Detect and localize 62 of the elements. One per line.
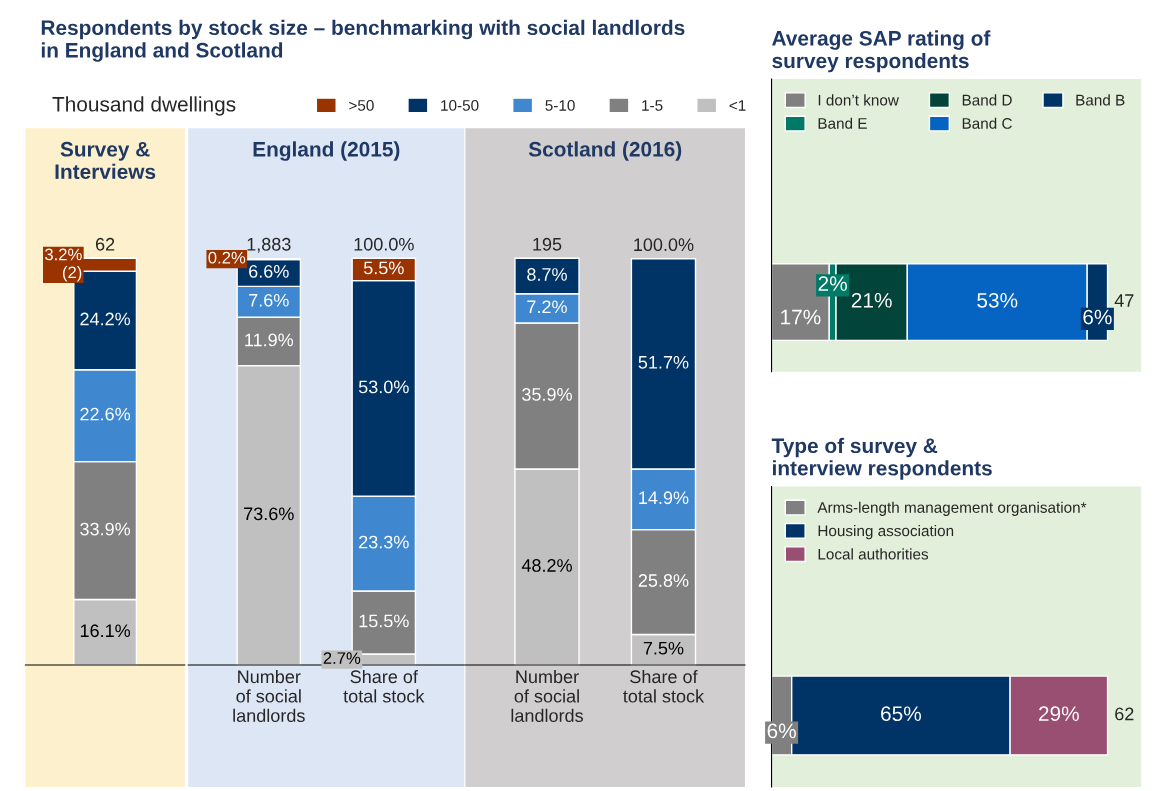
x-tick-label: Share of total stock [623,669,705,703]
data-label: 11.9% [245,333,294,347]
data-label: 23.3% [359,535,409,549]
x-tick-label: Number of social landlords [233,669,305,723]
annotation: 100.0% [634,238,694,252]
data-label: 15.5% [359,614,409,628]
data-label: 6.6% [249,265,289,278]
data-label: 5.5% [363,261,404,275]
data-label: 6% [1083,309,1112,325]
annotation: 62 [1115,707,1134,721]
data-label: 14.9% [639,491,689,505]
data-label: 29% [1039,706,1079,722]
annotation: 1,883 [247,237,291,253]
legend-label: Local authorities [818,548,929,560]
data-label: 35.9% [522,388,572,401]
legend-label: Housing association [818,525,954,540]
x-tick-label: Share of total stock [343,669,425,703]
data-label: 65% [881,706,922,722]
data-label: 73.6% [244,507,294,521]
chart-title: Average SAP rating of survey respondents [772,30,991,73]
data-label: 48.2% [521,559,572,572]
data-label: 24.2% [80,312,131,326]
chart-subtitle: Survey & Interviews [55,141,156,180]
data-label: 25.8% [638,574,689,587]
data-label: 6% [767,723,796,739]
legend-label: 1-5 [642,100,663,111]
legend-label: Band C [962,117,1012,129]
legend-label: Band E [818,117,867,129]
data-label: 2% [818,276,847,291]
text: Respondents by stock size – benchmarking with social landlords in England and Scotland [41,19,685,62]
data-label: 33.9% [80,522,131,536]
legend-label: Band B [1076,94,1125,106]
chart-title: Type of survey & interview respondents [771,437,992,480]
legend-label: 10-50 [441,100,479,111]
data-label: 0.2% [208,251,246,264]
annotation: 62 [95,237,115,251]
data-label: 17% [781,309,821,325]
annotation: 195 [533,237,562,251]
data-label: 7.5% [643,641,684,655]
data-label: 53% [977,292,1018,308]
legend-label: I don’t know [818,94,899,106]
chart-subtitle: England (2015) [253,141,400,161]
data-label: 21% [851,292,892,308]
data-label: 3.2% (2) [44,248,82,282]
annotation: 100.0% [354,237,414,251]
data-label: 2.7% [323,652,361,664]
data-label: 22.6% [80,407,131,421]
legend-label: Arms-length management organisation* [817,501,1087,516]
data-label: 8.7% [527,268,567,281]
legend-title: Thousand dwellings [52,96,236,116]
data-label: 53.0% [358,380,409,394]
data-label: 16.1% [80,624,131,638]
data-label: 7.6% [249,293,289,307]
legend-label: <1 [729,100,746,111]
x-tick-label: Number of social landlords [511,669,583,723]
legend-label: Band D [962,94,1012,106]
chart-subtitle: Scotland (2016) [528,141,682,161]
data-label: 7.2% [527,300,567,314]
legend-label: 5-10 [545,100,575,111]
legend-label: >50 [349,100,374,111]
data-label: 51.7% [638,355,689,369]
annotation: 47 [1114,294,1134,307]
